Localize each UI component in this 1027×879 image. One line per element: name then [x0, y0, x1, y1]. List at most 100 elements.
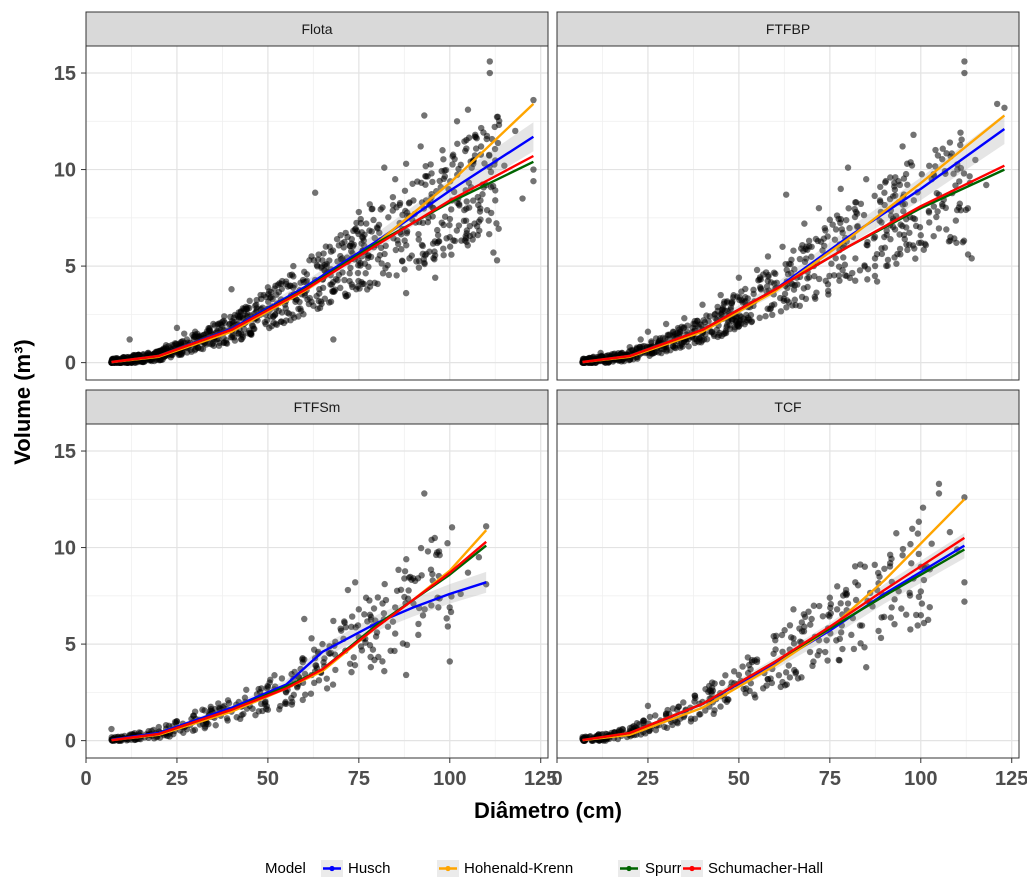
scatter-point	[367, 253, 375, 261]
scatter-point	[625, 356, 633, 364]
scatter-point	[873, 278, 881, 285]
scatter-point	[891, 620, 898, 628]
scatter-point	[827, 600, 835, 608]
scatter-point	[434, 231, 442, 239]
scatter-point	[844, 164, 852, 171]
panel-strip	[556, 11, 1020, 47]
scatter-point	[796, 625, 803, 632]
scatter-point	[221, 313, 228, 320]
scatter-point	[851, 213, 859, 221]
legend-label: Hohenald-Krenn	[464, 860, 573, 877]
scatter-point	[346, 270, 353, 277]
scatter-point	[494, 139, 502, 147]
scatter-point	[684, 322, 691, 329]
scatter-point	[330, 617, 337, 625]
scatter-point	[466, 222, 474, 230]
scatter-point	[307, 690, 315, 697]
scatter-point	[888, 604, 895, 611]
scatter-point	[162, 342, 170, 349]
scatter-point	[403, 242, 410, 249]
x-tick-label: 125	[524, 768, 557, 790]
scatter-point	[826, 216, 834, 223]
scatter-point	[227, 333, 235, 341]
scatter-point	[368, 205, 375, 213]
scatter-point	[692, 694, 699, 702]
scatter-point	[692, 320, 699, 328]
scatter-point	[772, 637, 779, 644]
scatter-point	[464, 106, 472, 113]
scatter-point	[898, 605, 905, 612]
scatter-point	[834, 583, 841, 590]
scatter-point	[911, 215, 919, 223]
panel-background	[86, 46, 548, 380]
scatter-point	[877, 183, 884, 191]
scatter-point	[924, 616, 932, 624]
scatter-point	[410, 197, 417, 204]
scatter-point	[832, 255, 839, 262]
scatter-point	[748, 318, 756, 325]
scatter-point	[415, 620, 422, 628]
scatter-point	[662, 320, 670, 328]
scatter-point	[801, 623, 808, 630]
scatter-point	[644, 328, 652, 335]
scatter-point	[485, 217, 492, 224]
scatter-point	[241, 694, 249, 701]
scatter-point	[823, 637, 830, 644]
scatter-point	[756, 276, 763, 283]
scatter-point	[444, 540, 451, 547]
scatter-point	[308, 635, 315, 642]
scatter-point	[392, 246, 400, 254]
scatter-point	[180, 729, 187, 736]
panel-strip	[85, 11, 549, 47]
scatter-point	[334, 276, 341, 284]
scatter-point	[796, 302, 803, 310]
scatter-point	[210, 320, 217, 328]
scatter-point	[315, 677, 323, 684]
scatter-point	[739, 663, 746, 670]
scatter-point	[207, 705, 215, 713]
scatter-point	[403, 229, 410, 237]
scatter-point	[216, 320, 224, 327]
y-tick-label: 15	[54, 63, 76, 85]
scatter-point	[351, 661, 359, 669]
scatter-point	[738, 288, 745, 295]
scatter-point	[711, 680, 718, 687]
scatter-point	[930, 203, 938, 210]
scatter-point	[837, 629, 845, 636]
scatter-point	[421, 260, 428, 268]
scatter-point	[640, 719, 647, 727]
panel-ftfbp: FTFBP	[556, 11, 1020, 381]
scatter-point	[961, 494, 968, 501]
scatter-point	[779, 648, 786, 656]
scatter-point	[910, 131, 917, 139]
scatter-point	[852, 579, 859, 586]
scatter-point	[341, 618, 348, 625]
scatter-point	[362, 270, 369, 277]
scatter-point	[422, 162, 429, 170]
fit-line-schumacher-hall	[582, 536, 966, 742]
scatter-point	[753, 656, 761, 663]
scatter-point	[917, 612, 925, 619]
scatter-point	[910, 197, 918, 204]
scatter-point	[932, 146, 939, 154]
scatter-point	[966, 173, 973, 180]
scatter-point	[215, 342, 223, 349]
scatter-point	[896, 245, 904, 253]
scatter-point	[354, 622, 362, 629]
scatter-point	[871, 561, 878, 569]
scatter-point	[843, 591, 850, 599]
scatter-point	[457, 161, 465, 169]
scatter-point	[888, 555, 895, 562]
scatter-point	[815, 204, 823, 212]
scatter-point	[179, 338, 186, 345]
scatter-point	[361, 611, 368, 618]
scatter-point	[696, 711, 703, 718]
scatter-point	[920, 246, 927, 253]
scatter-point	[394, 240, 402, 248]
scatter-point	[946, 528, 954, 536]
scatter-point	[344, 233, 351, 241]
scatter-point	[338, 240, 346, 247]
x-tick-label: 50	[728, 768, 750, 790]
scatter-point	[267, 676, 274, 684]
scatter-point	[453, 227, 461, 234]
